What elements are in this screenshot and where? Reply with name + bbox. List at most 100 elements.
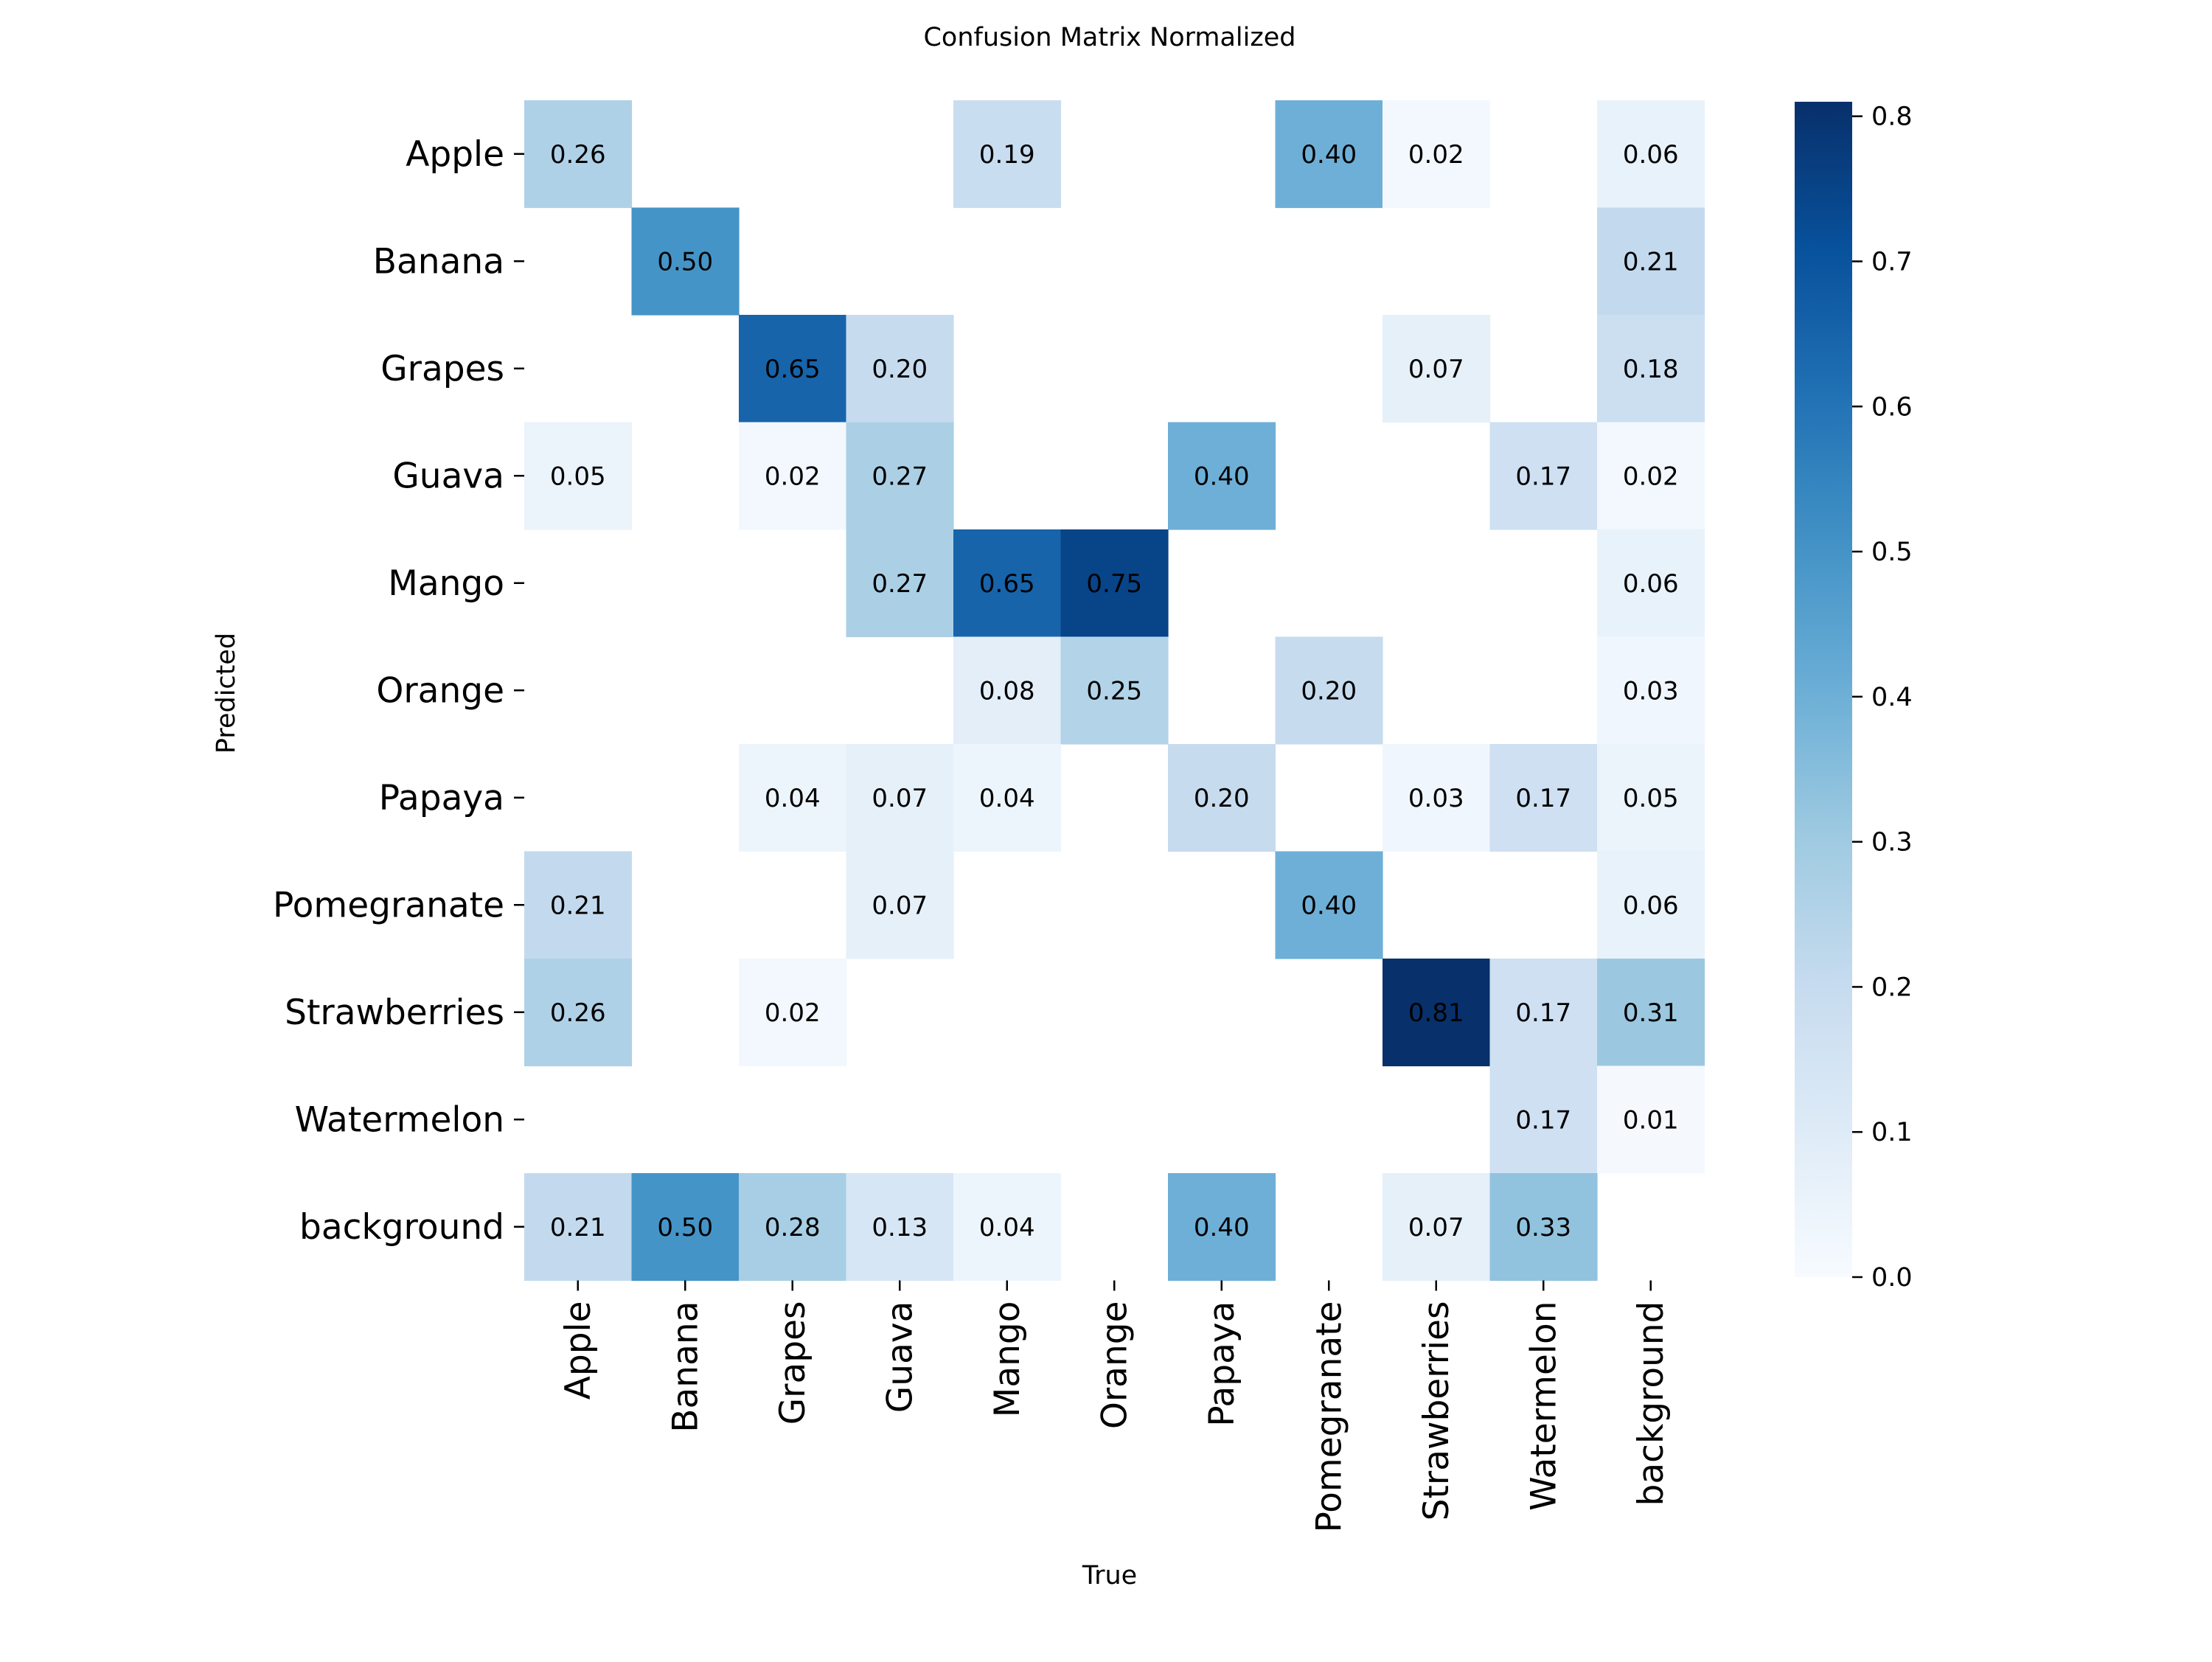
colorbar-tick-label: 0.8 [1871,102,1913,132]
cell-value-label: 0.75 [1086,569,1142,599]
heatmap-cell-labels: 0.26 0.19 0.40 0.02 0.06 0.50 0.21 0.65 0.20 0.07… [550,140,1679,1242]
cell-value-label: 0.06 [1623,140,1679,170]
cell-value-label: 0.04 [765,784,821,813]
cell-value-label: 0.17 [1515,784,1571,813]
heatmap-cell [846,529,954,638]
heatmap-cell [1597,1065,1705,1174]
cell-value-label: 0.05 [550,462,606,491]
colorbar-tick-label: 0.1 [1871,1118,1913,1147]
heatmap-cell [1597,315,1705,423]
heatmap-cell [846,315,954,423]
heatmap-cell [739,1173,847,1282]
heatmap-cell [524,851,633,959]
cell-value-label: 0.08 [979,676,1035,706]
cell-value-label: 0.07 [872,784,928,813]
heatmap-cell [1168,1173,1276,1282]
colorbar-tick-label: 0.0 [1871,1263,1913,1293]
cell-value-label: 0.02 [765,998,821,1028]
y-axis-label: Predicted [212,633,241,754]
heatmap-cell [631,207,740,316]
heatmap-cell [1382,959,1491,1067]
cell-value-label: 0.02 [1408,140,1464,170]
colorbar-tick-label: 0.5 [1871,538,1913,567]
cell-value-label: 0.17 [1515,998,1571,1028]
heatmap-cell [739,422,847,530]
heatmap-cell [739,315,847,423]
heatmap-cells [524,100,1705,1282]
cell-value-label: 0.18 [1623,355,1679,384]
cell-value-label: 0.33 [1515,1213,1571,1242]
cell-value-label: 0.40 [1194,1213,1250,1242]
heatmap-cell [1275,851,1383,959]
y-axis-ticks: Apple Banana Grapes Guava Mango Orange Papaya P… [273,134,524,1248]
heatmap-cell [953,1173,1062,1282]
heatmap-cell [846,422,954,530]
x-tick-label: Strawberries [1416,1301,1457,1521]
colorbar: 0.0 0.1 0.2 0.3 0.4 0.5 0.6 0.7 0.8 [1795,102,1913,1293]
heatmap-cell [1489,959,1598,1067]
chart-title: Confusion Matrix Normalized [923,23,1295,52]
heatmap-cell [1382,744,1491,852]
x-tick-label: background [1631,1301,1672,1506]
heatmap-cell [1382,100,1491,209]
cell-value-label: 0.26 [550,140,606,170]
cell-value-label: 0.02 [765,462,821,491]
heatmap-cell [1382,315,1491,423]
x-tick-label: Orange [1094,1301,1135,1430]
colorbar-tick-label: 0.2 [1871,973,1913,1002]
x-tick-label: Grapes [773,1301,813,1425]
cell-value-label: 0.07 [1408,1213,1464,1242]
cell-value-label: 0.50 [657,247,713,277]
heatmap-cell [846,851,954,959]
y-tick-label: Strawberries [285,992,504,1033]
cell-value-label: 0.21 [1623,247,1679,277]
cell-value-label: 0.06 [1623,891,1679,920]
heatmap-cell [1597,422,1705,530]
heatmap-cell [1275,636,1383,745]
colorbar-tick-label: 0.6 [1871,392,1913,422]
cell-value-label: 0.20 [1194,784,1250,813]
cell-value-label: 0.25 [1086,676,1142,706]
heatmap-cell [953,100,1062,209]
cell-value-label: 0.07 [1408,355,1464,384]
x-tick-label: Apple [558,1301,599,1400]
cell-value-label: 0.31 [1623,998,1679,1028]
heatmap-cell [953,636,1062,745]
cell-value-label: 0.65 [979,569,1035,599]
y-tick-label: Banana [373,241,504,282]
heatmap-cell [1597,959,1705,1067]
heatmap-cell [953,744,1062,852]
x-tick-label: Pomegranate [1309,1301,1349,1533]
y-tick-label: Pomegranate [273,885,504,925]
heatmap-cell [1597,207,1705,316]
cell-value-label: 0.27 [872,462,928,491]
cell-value-label: 0.13 [872,1213,928,1242]
colorbar-tick-label: 0.7 [1871,247,1913,277]
colorbar-tick-label: 0.3 [1871,828,1913,858]
y-tick-label: Guava [392,456,504,496]
cell-value-label: 0.81 [1408,998,1464,1028]
heatmap-cell [1489,1065,1598,1174]
cell-value-label: 0.50 [657,1213,713,1242]
y-tick-label: Grapes [380,349,504,389]
heatmap-cell [1489,744,1598,852]
cell-value-label: 0.02 [1623,462,1679,491]
y-tick-label: Mango [388,563,504,604]
x-tick-label: Guava [880,1301,920,1414]
x-tick-label: Mango [987,1301,1028,1418]
heatmap-cell [1168,744,1276,852]
cell-value-label: 0.20 [1301,676,1357,706]
x-tick-label: Papaya [1202,1301,1242,1427]
cell-value-label: 0.65 [765,355,821,384]
heatmap-cell [1489,422,1598,530]
y-tick-label: Apple [406,134,504,175]
heatmap-cell [739,959,847,1067]
cell-value-label: 0.04 [979,784,1035,813]
heatmap-cell [524,1173,633,1282]
cell-value-label: 0.06 [1623,569,1679,599]
heatmap-cell [631,1173,740,1282]
heatmap-cell [846,1173,954,1282]
colorbar-gradient [1795,102,1852,1277]
